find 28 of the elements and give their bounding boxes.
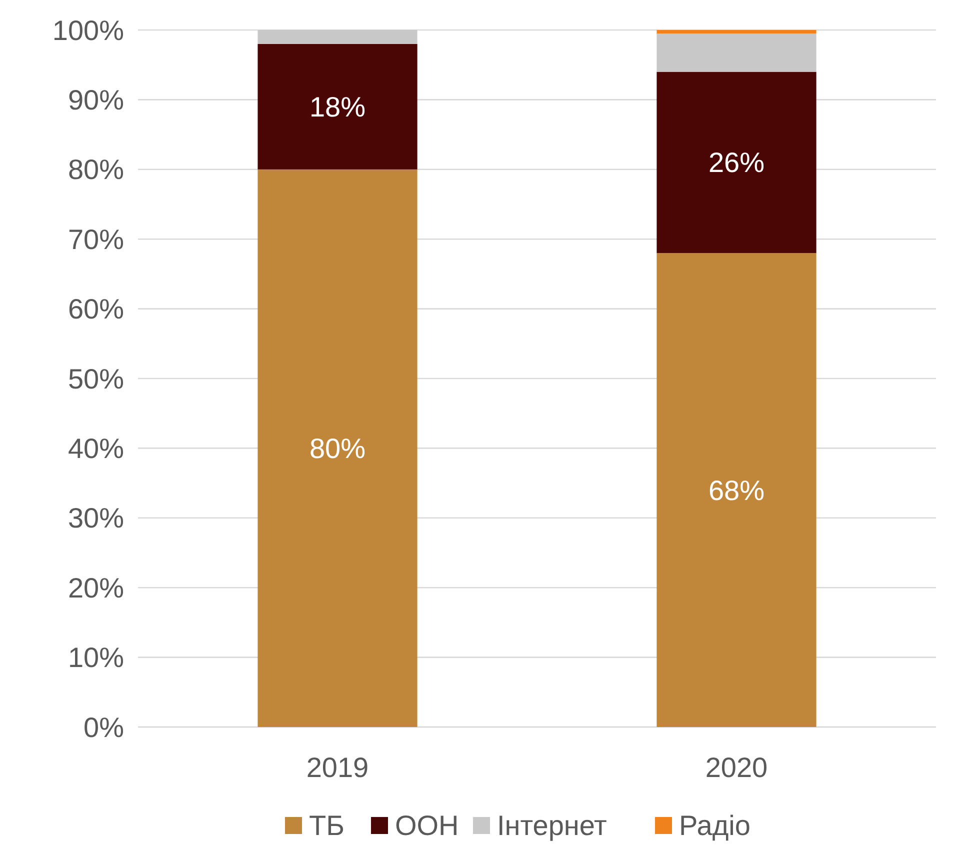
data-label: 26%	[708, 147, 765, 178]
y-tick-label: 40%	[68, 433, 124, 464]
legend-label: ООН	[395, 810, 459, 841]
y-tick-label: 0%	[84, 712, 124, 743]
legend-label: ТБ	[309, 810, 344, 841]
legend-label: Інтернет	[497, 810, 607, 841]
bar	[656, 33, 816, 72]
y-tick-label: 90%	[68, 84, 124, 116]
y-tick-label: 60%	[68, 294, 124, 325]
data-label: 68%	[708, 474, 765, 506]
bar	[258, 169, 418, 727]
y-tick-label: 80%	[68, 154, 124, 186]
bar	[656, 253, 816, 727]
y-tick-label: 20%	[68, 572, 124, 604]
x-tick-label: 2019	[306, 752, 369, 783]
y-tick-label: 10%	[68, 642, 124, 674]
y-tick-label: 50%	[68, 363, 124, 394]
data-label: 80%	[309, 433, 366, 464]
bar	[258, 30, 418, 44]
data-label: 18%	[309, 91, 366, 122]
bar	[656, 30, 816, 34]
bar	[656, 72, 816, 254]
x-tick-label: 2020	[705, 752, 768, 783]
bar	[258, 44, 418, 170]
legend-label: Радіо	[679, 810, 750, 841]
y-tick-label: 30%	[68, 502, 124, 534]
y-tick-label: 100%	[52, 14, 124, 46]
y-tick-label: 70%	[68, 224, 124, 255]
